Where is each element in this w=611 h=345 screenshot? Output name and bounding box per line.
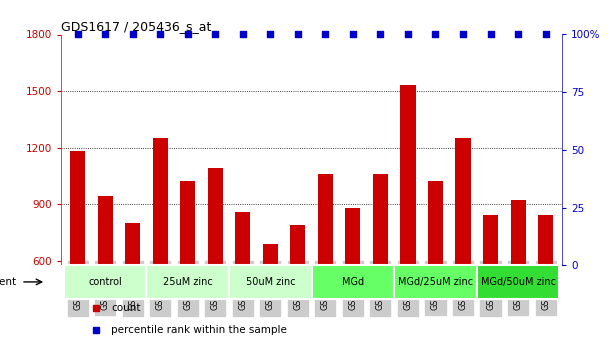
Bar: [345, 208, 360, 345]
Text: MGd: MGd: [342, 277, 364, 287]
Bar: [70, 151, 85, 345]
Point: [541, 32, 551, 37]
Bar: [511, 200, 525, 345]
Bar: [394, 265, 477, 299]
Point: [513, 32, 523, 37]
Bar: [229, 265, 312, 299]
Text: agent: agent: [0, 277, 16, 287]
Bar: [125, 223, 141, 345]
Bar: [208, 168, 223, 345]
Point: [155, 32, 165, 37]
Bar: [180, 181, 196, 345]
Bar: [400, 85, 415, 345]
Bar: [538, 215, 553, 345]
Text: 50uM zinc: 50uM zinc: [246, 277, 295, 287]
Text: count: count: [111, 304, 141, 314]
Point: [265, 32, 275, 37]
Point: [238, 32, 247, 37]
Text: 25uM zinc: 25uM zinc: [163, 277, 213, 287]
Bar: [235, 211, 251, 345]
Point: [403, 32, 413, 37]
Text: MGd/25uM zinc: MGd/25uM zinc: [398, 277, 473, 287]
Point: [210, 32, 220, 37]
Text: percentile rank within the sample: percentile rank within the sample: [111, 325, 287, 335]
Bar: [477, 265, 559, 299]
Point: [321, 32, 331, 37]
Text: GDS1617 / 205436_s_at: GDS1617 / 205436_s_at: [61, 20, 211, 33]
Point: [458, 32, 468, 37]
Point: [486, 32, 496, 37]
Point: [348, 32, 358, 37]
Point: [293, 32, 302, 37]
Point: [128, 32, 137, 37]
Bar: [455, 138, 470, 345]
Text: control: control: [88, 277, 122, 287]
Bar: [373, 174, 388, 345]
Text: MGd/50uM zinc: MGd/50uM zinc: [481, 277, 555, 287]
Bar: [263, 244, 278, 345]
Point: [376, 32, 386, 37]
Bar: [483, 215, 498, 345]
Point: [183, 32, 192, 37]
Bar: [312, 265, 394, 299]
Point: [100, 32, 110, 37]
Bar: [153, 138, 168, 345]
Point: [73, 32, 82, 37]
Bar: [64, 265, 147, 299]
Bar: [428, 181, 443, 345]
Bar: [147, 265, 229, 299]
Bar: [318, 174, 333, 345]
Bar: [98, 197, 112, 345]
Point: [431, 32, 441, 37]
Bar: [290, 225, 306, 345]
